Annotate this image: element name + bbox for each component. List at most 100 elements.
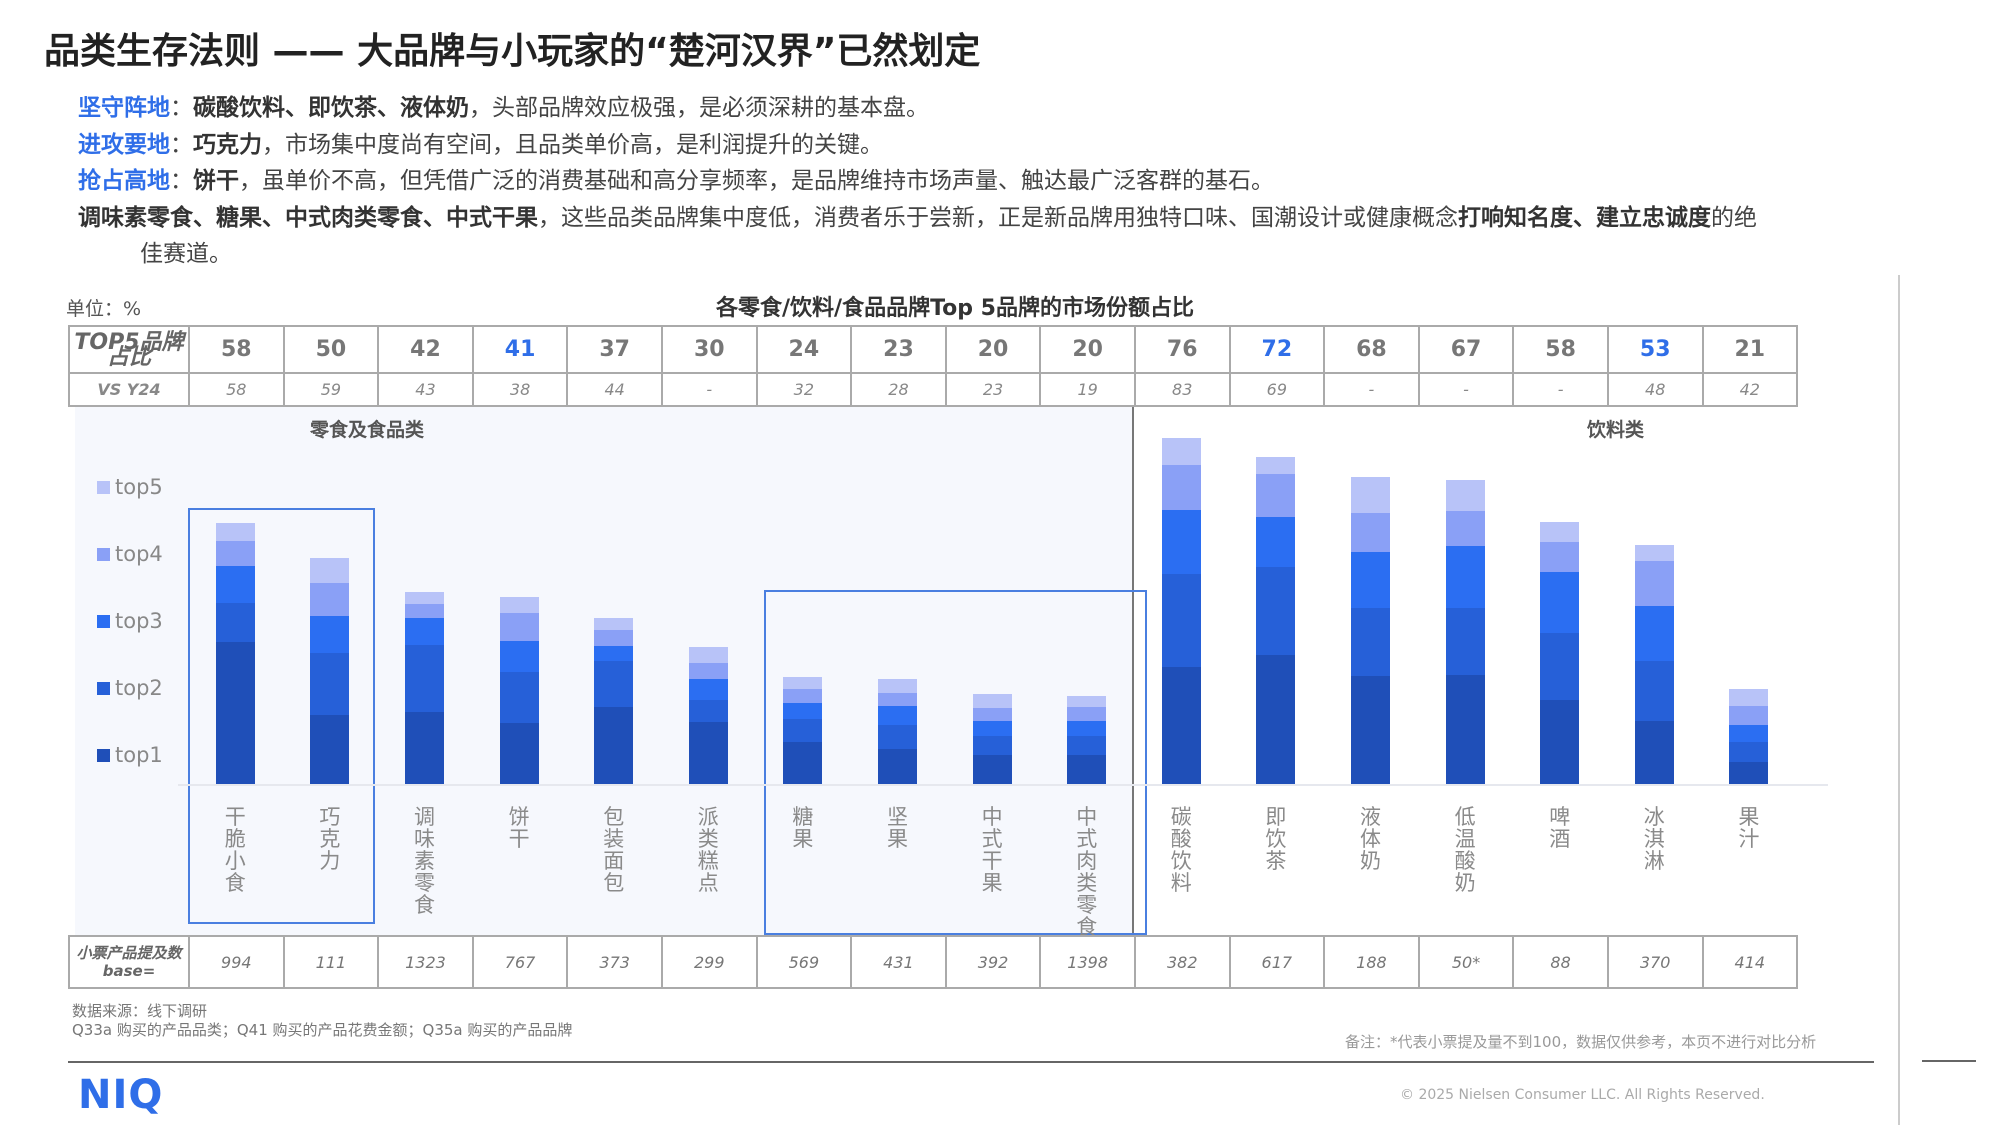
bar-segment-top1 bbox=[972, 754, 1012, 784]
x-axis-baseline bbox=[178, 784, 1828, 786]
vs-y24-cell: 23 bbox=[944, 372, 1042, 407]
top5-share-cell: 20 bbox=[1039, 325, 1136, 374]
vs-y24-cell: 48 bbox=[1606, 372, 1704, 407]
bar-segment-top5 bbox=[1351, 477, 1390, 513]
bar-segment-top3 bbox=[688, 679, 728, 700]
bar-segment-top5 bbox=[499, 597, 539, 613]
top5-share-cell: 37 bbox=[566, 325, 663, 374]
vs-y24-row: VS Y24 58 59 43 38 44-32 28 23 19 83 69- - -48 42 bbox=[68, 372, 1799, 407]
stacked-bar bbox=[783, 677, 823, 784]
bar-segment-top1 bbox=[1067, 754, 1107, 784]
base-count-row: 小票产品提及数base= 994 111 1323 767 373 299 569 431 39… bbox=[68, 935, 1799, 989]
row-label: 小票产品提及数base= bbox=[68, 935, 190, 989]
bar-segment-top1 bbox=[1445, 674, 1485, 784]
top5-share-cell: 30 bbox=[660, 325, 758, 374]
bar-segment-top3 bbox=[1256, 517, 1296, 567]
row-label: TOP5品牌占比 bbox=[68, 325, 190, 374]
bar-segment-top2 bbox=[1067, 736, 1107, 755]
bar-segment-top5 bbox=[1067, 695, 1107, 708]
footer-divider-right bbox=[1922, 1060, 1976, 1062]
base-count-cell: 392 bbox=[944, 935, 1042, 989]
bar-segment-top1 bbox=[878, 748, 917, 784]
bar-segment-top5 bbox=[310, 558, 350, 584]
top5-share-cell: 24 bbox=[755, 325, 853, 374]
bar-segment-top2 bbox=[1634, 660, 1674, 722]
base-count-cell: 370 bbox=[1606, 935, 1704, 989]
legend-swatch-icon bbox=[97, 547, 110, 561]
page-edge-line bbox=[1898, 275, 1900, 1125]
finding-bold: 碳酸饮料、即饮茶、液体奶 bbox=[193, 95, 469, 121]
vs-y24-cell: 59 bbox=[282, 372, 380, 407]
category-label: 即饮茶 bbox=[1265, 805, 1287, 873]
bar-segment-top1 bbox=[1729, 762, 1769, 784]
bar-segment-top1 bbox=[594, 706, 634, 784]
key-findings: 坚守阵地：碳酸饮料、即饮茶、液体奶，头部品牌效应极强，是必须深耕的基本盘。 进攻… bbox=[78, 90, 1938, 273]
legend-label: top5 bbox=[115, 475, 163, 499]
vs-y24-cell: 19 bbox=[1039, 372, 1136, 407]
top5-share-cell: 42 bbox=[377, 325, 474, 374]
top5-share-cell: 20 bbox=[944, 325, 1042, 374]
bar-segment-top2 bbox=[783, 718, 823, 743]
stacked-bar bbox=[1351, 477, 1390, 784]
finding-3: 抢占高地：饼干，虽单价不高，但凭借广泛的消费基础和高分享频率，是品牌维持市场声量… bbox=[78, 168, 1274, 194]
vs-y24-cell: - bbox=[1512, 372, 1609, 407]
stacked-bar bbox=[1634, 545, 1674, 784]
legend-item-top2: top2 bbox=[97, 676, 163, 700]
bar-segment-top4 bbox=[1729, 705, 1769, 725]
bar-segment-top4 bbox=[215, 541, 255, 567]
row-label: VS Y24 bbox=[68, 372, 190, 407]
bar-segment-top4 bbox=[405, 604, 444, 619]
finding-bold-2: 打响知名度、建立忠诚度 bbox=[1458, 204, 1711, 231]
base-count-cell: 569 bbox=[755, 935, 853, 989]
category-label: 冰淇淋 bbox=[1643, 805, 1665, 873]
bar-segment-top2 bbox=[499, 672, 539, 724]
stacked-bar bbox=[1161, 438, 1201, 784]
group-label-food: 零食及食品类 bbox=[310, 419, 425, 441]
bar-segment-top3 bbox=[215, 566, 255, 604]
bar-segment-top4 bbox=[1067, 707, 1107, 721]
bar-segment-top3 bbox=[783, 703, 823, 719]
bar-segment-top1 bbox=[1256, 654, 1296, 784]
group-label-beverage: 饮料类 bbox=[1587, 419, 1645, 441]
bar-segment-top1 bbox=[310, 715, 350, 784]
top5-share-cell: 41 bbox=[471, 325, 569, 374]
bar-segment-top2 bbox=[688, 699, 728, 722]
bar-segment-top2 bbox=[1351, 608, 1390, 677]
bar-segment-top5 bbox=[215, 522, 255, 542]
bar-segment-top4 bbox=[1351, 512, 1390, 552]
category-label: 派类糕点 bbox=[697, 805, 719, 895]
base-count-cell: 1323 bbox=[377, 935, 474, 989]
base-count-cell: 617 bbox=[1228, 935, 1326, 989]
footer-divider bbox=[68, 1061, 1874, 1063]
stacked-bar bbox=[1729, 688, 1769, 784]
bar-segment-top2 bbox=[878, 724, 917, 749]
bar-segment-top3 bbox=[1067, 720, 1107, 737]
legend-label: top2 bbox=[115, 676, 163, 700]
bar-segment-top1 bbox=[1161, 667, 1201, 784]
legend-item-top3: top3 bbox=[97, 609, 163, 633]
page-title: 品类生存法则 —— 大品牌与小玩家的“楚河汉界”已然划定 bbox=[44, 31, 981, 72]
top5-share-cell: 72 bbox=[1228, 325, 1326, 374]
bar-segment-top3 bbox=[1445, 545, 1485, 608]
legend-item-top1: top1 bbox=[97, 743, 163, 767]
bar-segment-top2 bbox=[594, 661, 634, 707]
bar-segment-top4 bbox=[310, 583, 350, 617]
bar-segment-top3 bbox=[972, 720, 1012, 737]
vs-y24-cell: 32 bbox=[755, 372, 853, 407]
vs-y24-cell: 69 bbox=[1228, 372, 1326, 407]
finding-2: 进攻要地：巧克力，市场集中度尚有空间，且品类单价高，是利润提升的关键。 bbox=[78, 131, 883, 158]
bar-segment-top1 bbox=[1351, 676, 1390, 784]
finding-label: 抢占高地 bbox=[78, 168, 170, 194]
legend-item-top4: top4 bbox=[97, 542, 163, 566]
bar-segment-top5 bbox=[1729, 688, 1769, 706]
category-label: 低温酸奶 bbox=[1454, 805, 1476, 895]
bar-segment-top1 bbox=[1540, 699, 1580, 784]
bar-segment-top3 bbox=[1540, 571, 1580, 633]
bar-segment-top4 bbox=[1445, 511, 1485, 546]
bar-segment-top3 bbox=[499, 641, 539, 673]
finding-text: ，市场集中度尚有空间，且品类单价高，是利润提升的关键。 bbox=[262, 131, 883, 158]
unit-label: 单位：% bbox=[66, 298, 142, 320]
bar-segment-top3 bbox=[1161, 510, 1201, 574]
bar-segment-top1 bbox=[215, 642, 255, 784]
category-label: 液体奶 bbox=[1360, 805, 1381, 873]
